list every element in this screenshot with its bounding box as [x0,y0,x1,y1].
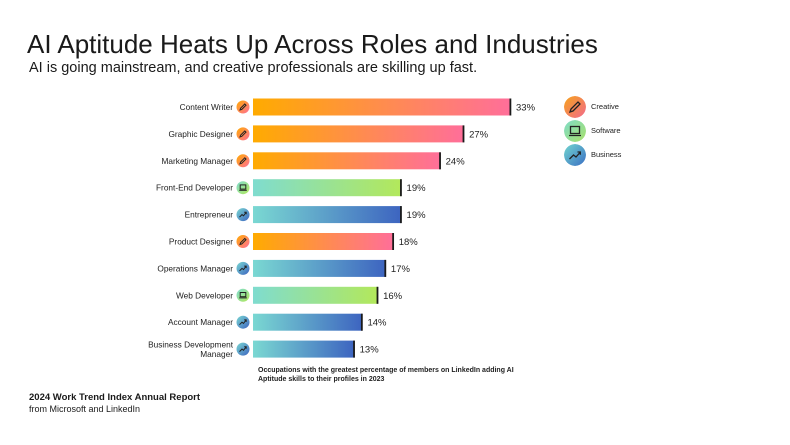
trend-arrow-icon [236,315,250,329]
value-label: 27% [469,129,489,140]
bar [253,313,363,331]
legend-label-creative: Creative [591,102,619,111]
bar-end-marker [353,340,355,358]
value-label: 18% [399,237,419,248]
chart-title: AI Aptitude Heats Up Across Roles and In… [27,29,598,59]
category-label: Graphic Designer [168,129,233,139]
value-label: 19% [407,183,427,194]
bar-row: Product Designer 18% [169,233,418,250]
bar-end-marker [400,206,402,224]
category-label: Entrepreneur [185,210,234,220]
bar [253,206,402,224]
value-label: 14% [367,318,387,329]
value-label: 24% [446,156,466,167]
bar [253,340,355,358]
bar [253,259,386,277]
bar [253,98,511,116]
bar-row: Business Development Manager 13% [148,340,379,360]
bar-end-marker [392,233,395,250]
trend-arrow-icon [236,208,250,222]
pencil-icon [236,235,250,248]
report-title: 2024 Work Trend Index Annual Report [29,392,201,403]
category-label: Content Writer [180,102,234,112]
bar-end-marker [376,286,379,304]
bar-end-marker [462,125,465,143]
bar-row: Entrepreneur 19% [185,206,427,224]
bar-end-marker [400,179,402,197]
value-label: 13% [360,345,380,356]
bar-end-marker [384,259,387,277]
bar-row: Content Writer 33% [180,98,536,116]
bar-end-marker [509,98,512,116]
trend-arrow-icon [564,144,586,166]
bar [253,179,402,197]
pencil-icon [236,100,250,114]
bar-row: Web Developer 16% [176,286,403,304]
bar [253,233,394,250]
chart-subtitle: AI is going mainstream, and creative pro… [29,60,478,76]
pencil-icon [564,96,586,118]
category-label: Marketing Manager [162,156,234,166]
bar-row: Marketing Manager 24% [162,152,466,170]
pencil-icon [236,127,250,141]
bar-row: Account Manager 14% [168,313,387,331]
laptop-icon [236,288,250,302]
value-label: 33% [516,103,536,114]
category-label: Product Designer [169,237,233,247]
trend-arrow-icon [236,261,250,275]
bar-end-marker [439,152,441,170]
report-subtitle: from Microsoft and LinkedIn [29,404,141,414]
bar-row: Operations Manager 17% [157,259,411,277]
value-label: 17% [391,264,411,275]
chart-footnote: Occupations with the greatest percentage… [258,367,514,383]
category-label: Business Development Manager [148,340,234,360]
category-label: Account Manager [168,317,233,327]
legend-label-business: Business [591,150,622,159]
value-label: 16% [383,291,403,302]
bar-row: Front-End Developer 19% [156,179,427,197]
laptop-icon [236,181,250,195]
bar-row: Graphic Designer 27% [168,125,489,143]
pencil-icon [236,154,250,168]
legend-label-software: Software [591,126,621,135]
bar [253,125,465,143]
bar-end-marker [360,313,363,331]
category-label: Web Developer [176,290,233,300]
bar [253,286,379,304]
trend-arrow-icon [236,342,250,356]
value-label: 19% [407,210,427,221]
laptop-icon [564,120,586,142]
category-label: Front-End Developer [156,183,233,193]
bar [253,152,441,170]
category-label: Operations Manager [157,263,233,273]
